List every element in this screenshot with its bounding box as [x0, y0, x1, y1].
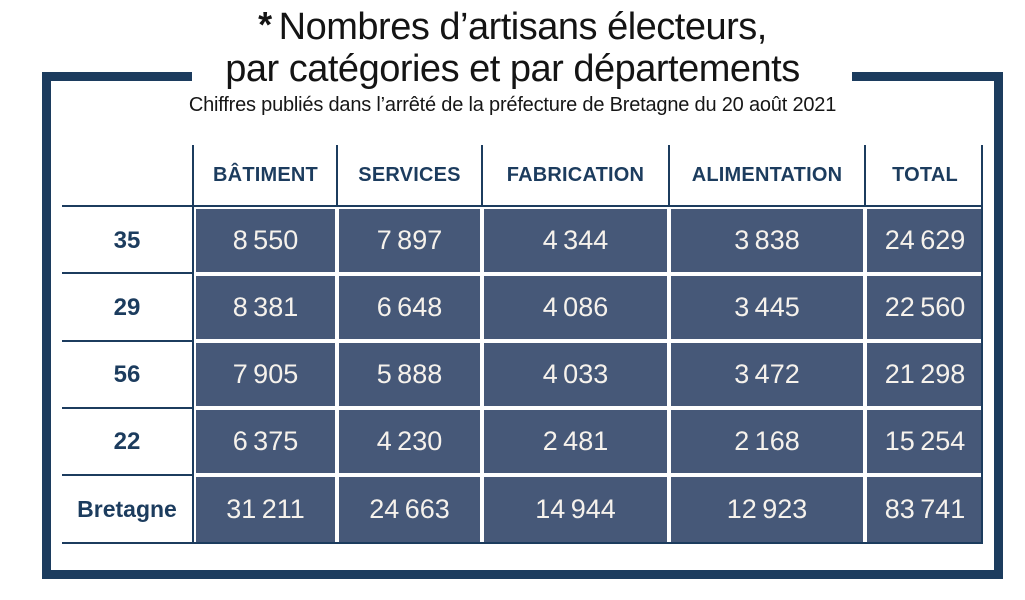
rule-header-sep-1 — [336, 145, 338, 207]
page-title-text: Nombres d’artisans électeurs, — [278, 6, 768, 48]
cell-56-fabrication: 4 033 — [484, 343, 667, 406]
page-subtitle: Chiffres publiés dans l’arrêté de la pré… — [188, 94, 837, 116]
cell-29-total: 22 560 — [867, 276, 983, 339]
cell-29-alimentation: 3 445 — [671, 276, 863, 339]
rule-header-sep-3 — [668, 145, 670, 207]
frame-border-bottom — [42, 570, 1003, 579]
rule-vertical-right-edge — [981, 145, 983, 542]
cell-bretagne-alimentation: 12 923 — [671, 477, 863, 542]
cell-29-batiment: 8 381 — [196, 276, 335, 339]
footnote-asterisk: * — [258, 4, 272, 45]
row-label-56: 56 — [62, 343, 192, 406]
cell-22-batiment: 6 375 — [196, 410, 335, 473]
column-header-batiment: BÂTIMENT — [196, 145, 335, 205]
cell-29-fabrication: 4 086 — [484, 276, 667, 339]
cell-22-alimentation: 2 168 — [671, 410, 863, 473]
artisans-table: BÂTIMENT SERVICES FABRICATION ALIMENTATI… — [62, 145, 983, 542]
row-label-bretagne: Bretagne — [62, 477, 192, 542]
rule-row-sep-4 — [62, 474, 194, 476]
column-header-alimentation: ALIMENTATION — [671, 145, 863, 205]
cell-bretagne-fabrication: 14 944 — [484, 477, 667, 542]
table-corner-cell — [62, 145, 192, 205]
rule-table-bottom — [62, 542, 983, 544]
frame-border-top-left — [42, 72, 192, 81]
cell-56-total: 21 298 — [867, 343, 983, 406]
page-title-line2: par catégories et par départements — [225, 48, 800, 90]
cell-bretagne-batiment: 31 211 — [196, 477, 335, 542]
rule-header-sep-2 — [481, 145, 483, 207]
cell-35-fabrication: 4 344 — [484, 209, 667, 272]
row-label-35: 35 — [62, 209, 192, 272]
rule-header-sep-4 — [864, 145, 866, 207]
frame-border-top-right — [852, 72, 1003, 81]
cell-22-fabrication: 2 481 — [484, 410, 667, 473]
rule-row-sep-1 — [62, 272, 194, 274]
cell-35-total: 24 629 — [867, 209, 983, 272]
page-title-line1: * Nombres d’artisans électeurs, — [0, 4, 1025, 48]
rule-vertical-label-column — [192, 145, 194, 542]
frame-border-right — [994, 72, 1003, 579]
cell-22-total: 15 254 — [867, 410, 983, 473]
cell-56-services: 5 888 — [339, 343, 480, 406]
cell-bretagne-total: 83 741 — [867, 477, 983, 542]
cell-35-services: 7 897 — [339, 209, 480, 272]
column-header-fabrication: FABRICATION — [484, 145, 667, 205]
rule-header-bottom — [62, 205, 983, 207]
column-header-total: TOTAL — [867, 145, 983, 205]
cell-22-services: 4 230 — [339, 410, 480, 473]
cell-56-batiment: 7 905 — [196, 343, 335, 406]
rule-row-sep-2 — [62, 340, 194, 342]
frame-border-left — [42, 72, 51, 579]
rule-row-sep-3 — [62, 407, 194, 409]
cell-35-batiment: 8 550 — [196, 209, 335, 272]
row-label-29: 29 — [62, 276, 192, 339]
cell-35-alimentation: 3 838 — [671, 209, 863, 272]
cell-29-services: 6 648 — [339, 276, 480, 339]
cell-bretagne-services: 24 663 — [339, 477, 480, 542]
column-header-services: SERVICES — [339, 145, 480, 205]
cell-56-alimentation: 3 472 — [671, 343, 863, 406]
row-label-22: 22 — [62, 410, 192, 473]
